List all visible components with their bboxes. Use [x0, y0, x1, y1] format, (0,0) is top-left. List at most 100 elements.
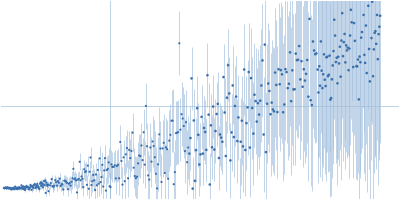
Point — [37, 182, 43, 185]
Point — [317, 84, 323, 87]
Point — [22, 187, 28, 191]
Point — [354, 65, 360, 68]
Point — [327, 98, 334, 101]
Point — [333, 60, 339, 64]
Point — [231, 135, 237, 139]
Point — [184, 161, 190, 164]
Point — [58, 183, 65, 186]
Point — [348, 21, 355, 24]
Point — [296, 44, 302, 48]
Point — [230, 84, 236, 87]
Point — [31, 183, 38, 186]
Point — [362, 61, 368, 64]
Point — [275, 68, 282, 71]
Point — [322, 84, 329, 88]
Point — [372, 31, 378, 34]
Point — [239, 119, 245, 122]
Point — [238, 140, 244, 143]
Point — [304, 58, 310, 62]
Point — [5, 186, 11, 189]
Point — [235, 116, 242, 119]
Point — [287, 51, 293, 54]
Point — [135, 162, 141, 165]
Point — [69, 177, 76, 180]
Point — [198, 115, 205, 118]
Point — [367, 80, 373, 83]
Point — [262, 43, 268, 46]
Point — [200, 152, 206, 155]
Point — [356, 55, 363, 58]
Point — [45, 190, 52, 193]
Point — [214, 112, 220, 116]
Point — [348, 8, 354, 11]
Point — [28, 188, 35, 191]
Point — [6, 187, 13, 190]
Point — [175, 131, 181, 134]
Point — [259, 59, 266, 62]
Point — [337, 45, 343, 48]
Point — [56, 181, 62, 184]
Point — [76, 177, 82, 180]
Point — [10, 186, 17, 189]
Point — [36, 187, 43, 190]
Point — [101, 169, 107, 172]
Point — [93, 173, 99, 176]
Point — [6, 186, 12, 189]
Point — [363, 24, 369, 27]
Point — [41, 179, 47, 183]
Point — [34, 186, 41, 189]
Point — [138, 144, 145, 147]
Point — [236, 199, 243, 200]
Point — [143, 104, 149, 108]
Point — [12, 187, 18, 191]
Point — [1, 186, 7, 190]
Point — [23, 185, 29, 188]
Point — [139, 159, 146, 162]
Point — [68, 184, 74, 187]
Point — [65, 188, 71, 191]
Point — [76, 160, 83, 163]
Point — [346, 47, 352, 50]
Point — [218, 136, 224, 139]
Point — [2, 186, 8, 189]
Point — [38, 181, 45, 185]
Point — [326, 54, 333, 57]
Point — [168, 119, 175, 122]
Point — [88, 183, 95, 187]
Point — [103, 189, 109, 192]
Point — [48, 182, 54, 185]
Point — [117, 140, 124, 144]
Point — [268, 101, 275, 104]
Point — [206, 113, 212, 116]
Point — [260, 133, 267, 136]
Point — [106, 161, 112, 164]
Point — [340, 41, 347, 44]
Point — [257, 99, 264, 102]
Point — [47, 184, 53, 187]
Point — [45, 183, 51, 186]
Point — [14, 187, 21, 190]
Point — [240, 145, 246, 148]
Point — [85, 164, 91, 167]
Point — [73, 179, 79, 182]
Point — [79, 177, 86, 180]
Point — [350, 65, 356, 69]
Point — [243, 122, 250, 125]
Point — [325, 75, 331, 78]
Point — [330, 49, 337, 53]
Point — [368, 36, 375, 40]
Point — [28, 185, 34, 188]
Point — [359, 30, 365, 34]
Point — [264, 102, 270, 105]
Point — [14, 187, 20, 191]
Point — [166, 139, 172, 142]
Point — [91, 179, 97, 182]
Point — [153, 172, 159, 175]
Point — [194, 107, 200, 110]
Point — [180, 124, 187, 128]
Point — [19, 186, 25, 189]
Point — [265, 82, 272, 85]
Point — [19, 187, 26, 190]
Point — [216, 156, 222, 160]
Point — [351, 21, 357, 25]
